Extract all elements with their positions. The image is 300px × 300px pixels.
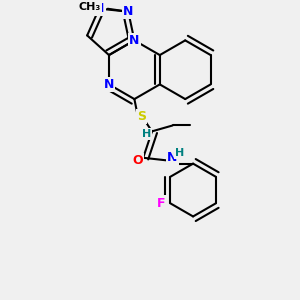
- Text: N: N: [94, 2, 104, 15]
- Text: S: S: [137, 110, 146, 123]
- Text: H: H: [142, 129, 151, 139]
- Text: H: H: [175, 148, 184, 158]
- Text: O: O: [132, 154, 142, 167]
- Text: N: N: [167, 151, 178, 164]
- Text: N: N: [123, 5, 134, 18]
- Text: F: F: [157, 197, 166, 210]
- Text: N: N: [104, 78, 114, 91]
- Text: N: N: [129, 37, 140, 50]
- Text: CH₃: CH₃: [78, 2, 100, 12]
- Text: N: N: [129, 34, 140, 47]
